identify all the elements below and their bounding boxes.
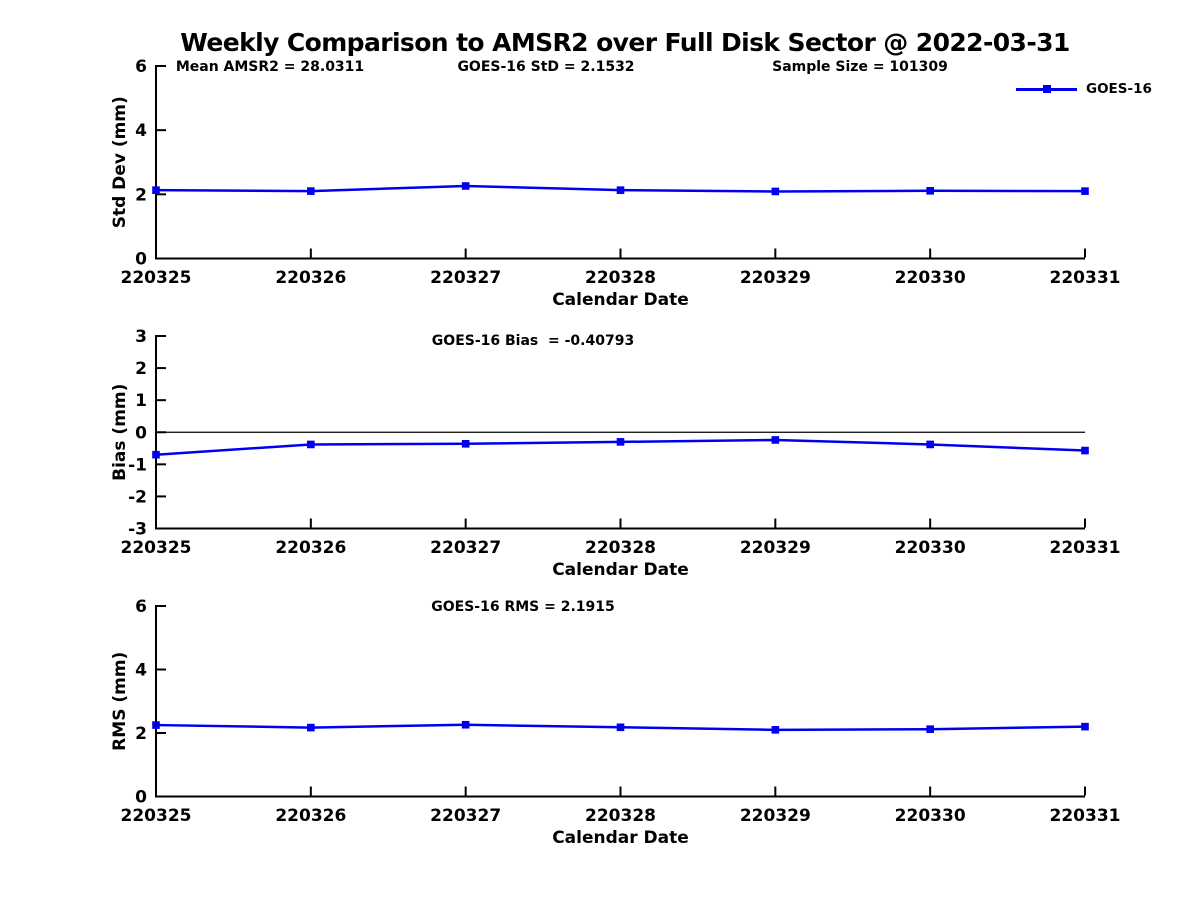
y-tick-label: 4 (135, 121, 147, 141)
legend-label: GOES-16 (1086, 81, 1152, 97)
y-axis-label: RMS (mm) (110, 652, 130, 751)
data-point (152, 450, 160, 459)
y-tick-label: 4 (135, 661, 147, 681)
data-point (1081, 722, 1089, 731)
x-tick-label: 220325 (121, 538, 192, 558)
axis-std-dev (155, 65, 1085, 260)
data-point (926, 725, 934, 733)
data-point (771, 187, 780, 196)
data-point (616, 438, 625, 446)
x-tick-label: 220326 (275, 806, 346, 826)
x-tick-label: 220328 (585, 538, 656, 558)
data-point (616, 186, 625, 194)
x-axis-label: Calendar Date (552, 828, 689, 848)
y-tick-label: 0 (135, 250, 147, 270)
stat-sample-size: Sample Size = 101309 (772, 59, 948, 75)
data-point (771, 436, 780, 444)
y-tick-label: -3 (128, 520, 147, 540)
x-tick-label: 220328 (585, 268, 656, 288)
legend: GOES-16 (1016, 81, 1152, 97)
data-point (771, 726, 780, 734)
x-tick-label: 220325 (121, 268, 192, 288)
stat-mean-amsr2: Mean AMSR2 = 28.0311 (175, 59, 365, 75)
x-tick-label: 220330 (895, 538, 966, 558)
x-tick-label: 220325 (121, 806, 192, 826)
y-tick-label: -2 (128, 487, 147, 507)
y-tick-label: -1 (128, 455, 147, 475)
axis-bias (155, 335, 1085, 530)
figure-title: Weekly Comparison to AMSR2 over Full Dis… (180, 28, 1070, 57)
x-axis-label: Calendar Date (552, 560, 689, 580)
data-point (461, 440, 470, 448)
x-tick-label: 220327 (430, 268, 501, 288)
x-tick-label: 220330 (895, 268, 966, 288)
data-point (307, 187, 315, 195)
y-tick-label: 0 (135, 788, 147, 808)
y-tick-label: 2 (135, 185, 147, 205)
x-tick-label: 220329 (740, 538, 811, 558)
x-tick-label: 220327 (430, 538, 501, 558)
y-tick-label: 2 (135, 359, 147, 379)
data-point (152, 721, 160, 729)
legend-swatch (1016, 81, 1077, 97)
y-tick-label: 0 (135, 423, 147, 443)
legend-marker-icon (1043, 85, 1051, 93)
x-tick-label: 220330 (895, 806, 966, 826)
x-tick-label: 220326 (275, 268, 346, 288)
panel-annotation: GOES-16 RMS = 2.1915 (431, 599, 615, 615)
data-point (926, 187, 934, 195)
x-tick-label: 220329 (740, 268, 811, 288)
x-tick-label: 220328 (585, 806, 656, 826)
x-tick-label: 220329 (740, 806, 811, 826)
y-tick-label: 6 (135, 597, 147, 617)
y-tick-label: 3 (135, 327, 147, 347)
data-point (926, 440, 934, 449)
data-point (152, 186, 160, 194)
x-tick-label: 220331 (1050, 538, 1121, 558)
data-point (307, 723, 315, 732)
x-tick-label: 220331 (1050, 806, 1121, 826)
y-tick-label: 1 (135, 391, 147, 411)
y-axis-label: Bias (mm) (110, 384, 130, 481)
data-point (616, 723, 625, 732)
data-point (461, 720, 470, 729)
panel-annotation: GOES-16 Bias = -0.40793 (432, 333, 634, 349)
data-point (461, 182, 470, 190)
data-point (307, 440, 315, 449)
x-tick-label: 220327 (430, 806, 501, 826)
data-point (1081, 446, 1089, 455)
y-tick-label: 6 (135, 57, 147, 77)
axis-rms (155, 605, 1085, 798)
y-tick-label: 2 (135, 724, 147, 744)
x-axis-label: Calendar Date (552, 290, 689, 310)
data-point (1081, 187, 1089, 195)
stat-goes16-std: GOES-16 StD = 2.1532 (457, 59, 635, 75)
y-axis-label: Std Dev (mm) (110, 96, 130, 228)
x-tick-label: 220331 (1050, 268, 1121, 288)
x-tick-label: 220326 (275, 538, 346, 558)
